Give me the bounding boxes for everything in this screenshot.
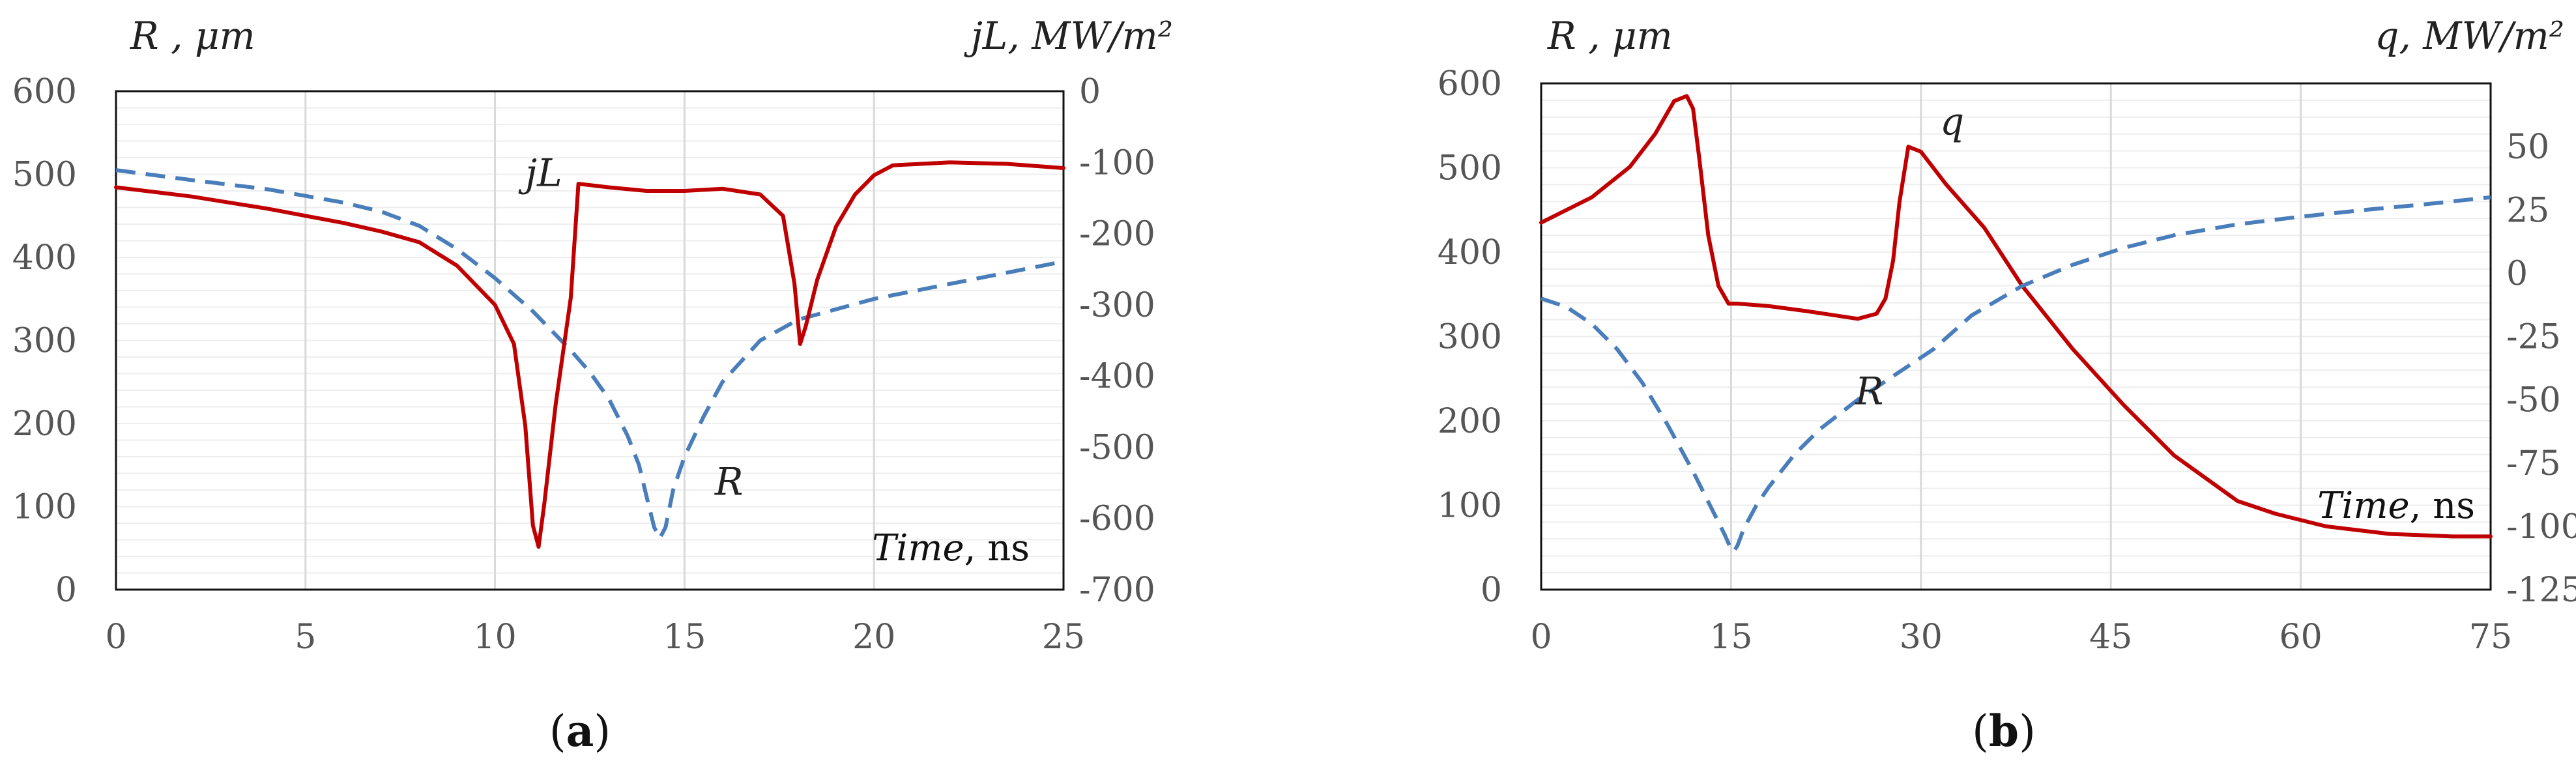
y-right-tick-label: -75 [2506, 444, 2561, 483]
x-tick-label: 0 [1530, 618, 1552, 657]
chart-panel-a: 0 5 10 15 20 25 0 100 200 300 400 500 600 0 -100 -200 -3… [12, 14, 1173, 756]
x-axis-title-italic: Time [2317, 485, 2410, 527]
y-left-axis-title: R , μm [130, 14, 255, 58]
panel-label-part: b [1989, 706, 2019, 756]
x-tick-label: 75 [2469, 618, 2512, 657]
y-right-tick-label: 0 [2506, 254, 2528, 293]
panel-label: (a) [549, 706, 611, 756]
x-tick-label: 60 [2279, 618, 2323, 657]
x-tick-label: 25 [1042, 618, 1085, 657]
y-left-tick-label: 500 [12, 156, 77, 195]
series-line-jL [114, 160, 1065, 549]
x-axis-title-italic: Time [872, 527, 964, 569]
y-right-tick-label: -700 [1079, 571, 1155, 610]
x-tick-label: 45 [2089, 618, 2132, 657]
panel-label-part: a [566, 706, 594, 756]
y-right-tick-label: 50 [2506, 128, 2549, 167]
y-right-tick-label: -100 [2506, 508, 2576, 547]
x-tick-label: 10 [474, 618, 517, 657]
series-line-R [115, 168, 1064, 540]
series-label-q: q [1940, 99, 1964, 143]
series-label-R: R [714, 459, 744, 504]
y-right-tick-label: -25 [2506, 318, 2561, 357]
y-left-tick-label: 0 [55, 571, 77, 610]
x-tick-label: 5 [295, 618, 316, 657]
y-left-tick-label: 600 [12, 72, 77, 111]
y-right-tick-label: -500 [1079, 428, 1155, 467]
y-right-tick-label: 25 [2506, 191, 2549, 230]
x-axis-title-unit: , ns [2410, 485, 2475, 527]
series-label-R: R [1855, 369, 1884, 414]
y-left-tick-label: 100 [12, 488, 77, 527]
y-left-tick-label: 300 [1438, 318, 1502, 357]
series-line-R [1541, 195, 2491, 554]
chart-panel-b: 0 15 30 45 60 75 0 100 200 300 400 500 600 50 25 0 -25 -5… [1438, 14, 2576, 756]
y-left-tick-label: 400 [12, 238, 77, 278]
y-left-tick-label: 300 [12, 322, 77, 361]
x-tick-label: 15 [663, 618, 706, 657]
y-left-axis-title: R , μm [1547, 14, 1673, 58]
x-axis-title: Time, ns [2317, 485, 2475, 527]
series-label-jL: jL [518, 151, 562, 195]
y-left-tick-label: 100 [1438, 487, 1502, 526]
x-axis-title-unit: , ns [964, 527, 1030, 569]
y-left-tick-label: 200 [12, 405, 77, 444]
y-right-tick-label: -400 [1079, 357, 1155, 396]
panel-label-part: ( [549, 706, 566, 756]
panel-label-part: ) [594, 706, 611, 756]
panel-label: (b) [1972, 706, 2036, 756]
y-right-tick-label: -50 [2506, 381, 2561, 420]
x-tick-label: 0 [105, 618, 126, 657]
x-tick-label: 30 [1900, 618, 1943, 657]
y-right-tick-label: -100 [1079, 143, 1155, 182]
x-tick-label: 20 [852, 618, 895, 657]
y-left-tick-label: 400 [1438, 233, 1502, 272]
series-line-q [1539, 94, 2493, 539]
plot-frame [115, 90, 1065, 591]
y-right-tick-label: -300 [1079, 286, 1155, 325]
y-right-tick-label: -125 [2506, 571, 2576, 610]
y-right-tick-label: -200 [1079, 215, 1155, 254]
x-axis-title: Time, ns [872, 527, 1030, 569]
y-right-tick-label: 0 [1079, 72, 1101, 111]
y-right-axis-title: jL, MW/m² [964, 14, 1173, 58]
y-right-tick-label: -600 [1079, 500, 1155, 539]
panel-label-part: ) [2019, 706, 2036, 756]
plot-frame [1540, 82, 2492, 591]
y-right-axis-title: q, MW/m² [2375, 14, 2564, 58]
y-left-tick-label: 200 [1438, 402, 1502, 441]
y-left-tick-label: 600 [1438, 64, 1502, 104]
y-left-tick-label: 500 [1438, 149, 1502, 188]
y-left-tick-label: 0 [1481, 571, 1502, 610]
panel-label-part: ( [1972, 706, 1989, 756]
x-tick-label: 15 [1709, 618, 1752, 657]
